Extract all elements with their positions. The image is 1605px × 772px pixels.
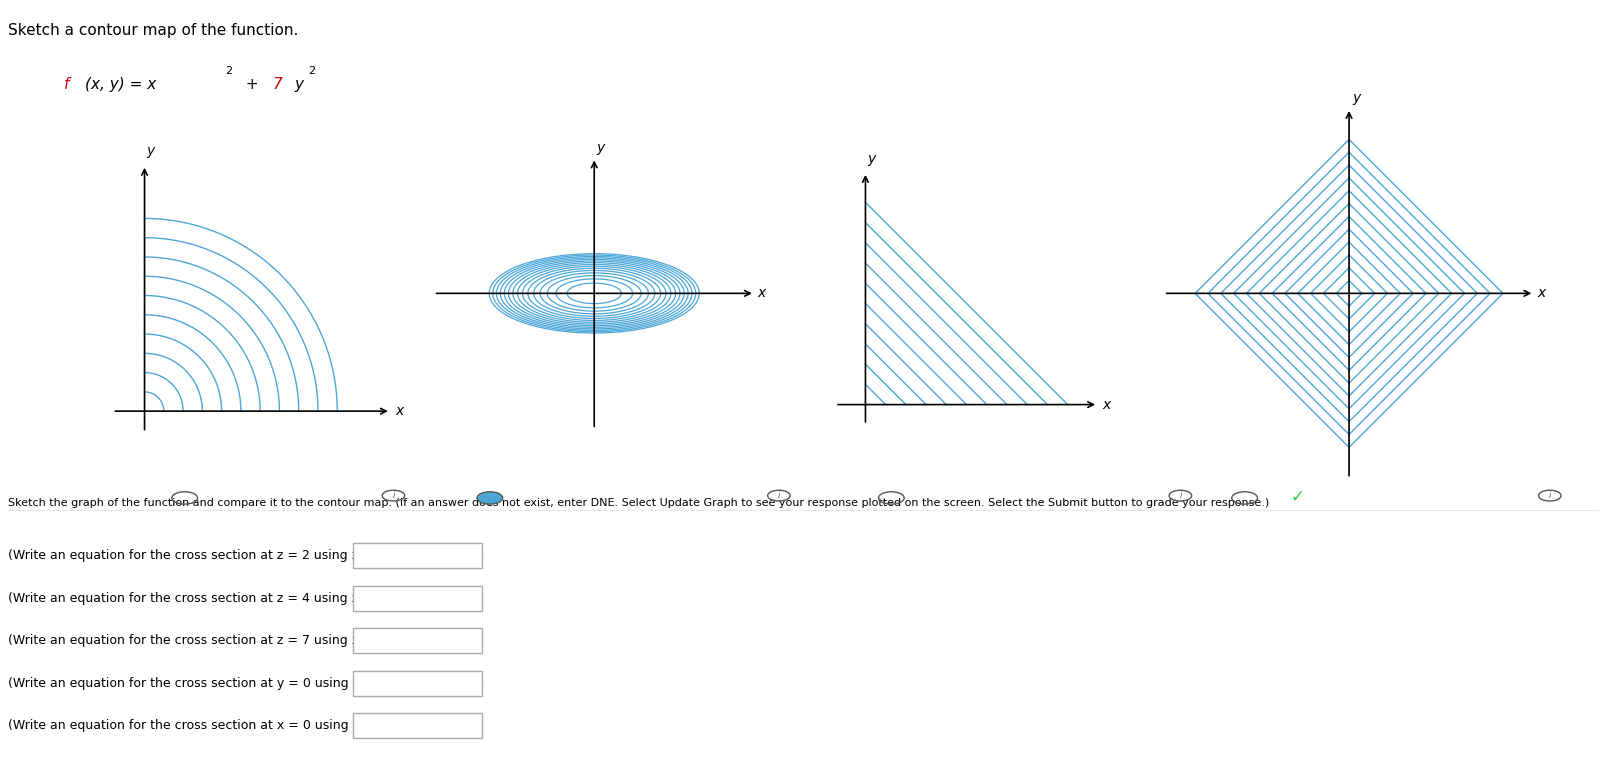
Text: (Write an equation for the cross section at z = 7 using x and y.): (Write an equation for the cross section… [8, 635, 404, 647]
Text: x: x [1101, 398, 1109, 411]
Text: y: y [595, 141, 603, 155]
Text: i: i [1178, 491, 1181, 500]
Text: i: i [777, 491, 780, 500]
Text: (Write an equation for the cross section at x = 0 using y and z.): (Write an equation for the cross section… [8, 720, 406, 732]
Text: x: x [1536, 286, 1544, 300]
Text: Sketch a contour map of the function.: Sketch a contour map of the function. [8, 23, 299, 38]
Text: y: y [867, 152, 875, 166]
Text: 7: 7 [273, 77, 282, 92]
Text: x: x [758, 286, 766, 300]
Text: (Write an equation for the cross section at z = 4 using x and y.): (Write an equation for the cross section… [8, 592, 404, 604]
Text: y: y [1351, 91, 1359, 105]
Text: Sketch the graph of the function and compare it to the contour map. (If an answe: Sketch the graph of the function and com… [8, 498, 1268, 508]
Text: x: x [395, 404, 403, 418]
Text: ✓: ✓ [1290, 487, 1303, 506]
Text: (x, y) = x: (x, y) = x [85, 77, 156, 92]
Text: +: + [241, 77, 263, 92]
Text: (Write an equation for the cross section at y = 0 using x and z.): (Write an equation for the cross section… [8, 677, 406, 689]
Text: f: f [64, 77, 69, 92]
Text: i: i [392, 491, 395, 500]
Text: i: i [1547, 491, 1550, 500]
Text: (Write an equation for the cross section at z = 2 using x and y.): (Write an equation for the cross section… [8, 550, 404, 562]
Text: 2: 2 [308, 66, 315, 76]
Text: 2: 2 [225, 66, 231, 76]
Text: y: y [294, 77, 303, 92]
Text: y: y [146, 144, 156, 158]
